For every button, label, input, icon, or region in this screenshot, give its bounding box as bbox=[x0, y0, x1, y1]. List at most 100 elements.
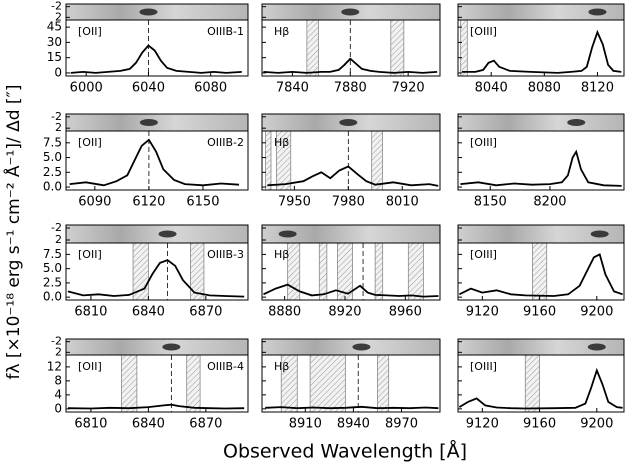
spectrum-2d bbox=[458, 114, 624, 131]
line-label: [OIII] bbox=[470, 25, 497, 38]
y-tick-label: 0 bbox=[54, 65, 62, 79]
x-tick-label: 9160 bbox=[523, 417, 556, 432]
spectrum-line bbox=[67, 403, 245, 410]
plot-frame bbox=[261, 19, 441, 77]
x-tick-label: 6040 bbox=[132, 81, 165, 96]
x-axis-label: Observed Wavelength [Å] bbox=[223, 440, 467, 463]
y-tick-label: 5.0 bbox=[43, 261, 62, 275]
y-tick-label: 2.5 bbox=[43, 275, 62, 289]
masked-region bbox=[390, 19, 405, 77]
plot-frame bbox=[261, 130, 441, 191]
spectrum-line bbox=[263, 283, 439, 298]
x-tick-label: 6080 bbox=[194, 81, 227, 96]
plot-frame bbox=[65, 354, 249, 413]
x-tick-label: 8970 bbox=[385, 417, 418, 432]
x-tick-label: 8040 bbox=[475, 81, 508, 96]
x-tick-label: 7920 bbox=[392, 81, 425, 96]
strip-tick-label: -2 bbox=[51, 335, 62, 348]
emission-blob bbox=[278, 230, 297, 238]
line-label: Hβ bbox=[274, 136, 289, 149]
x-tick-label: 8880 bbox=[268, 305, 301, 320]
y-tick-label: 7.5 bbox=[43, 135, 62, 149]
masked-region bbox=[377, 354, 390, 413]
x-tick-label: 8920 bbox=[328, 305, 361, 320]
x-tick-label: 6870 bbox=[189, 417, 222, 432]
masked-region bbox=[371, 130, 383, 191]
x-tick-label: 6120 bbox=[132, 195, 165, 210]
y-tick-label: 45 bbox=[47, 20, 62, 34]
spectrum-line bbox=[67, 259, 245, 298]
x-tick-label: 8940 bbox=[337, 417, 370, 432]
object-label: OIIIB-1 bbox=[207, 25, 244, 38]
strip-tick-label: -2 bbox=[51, 110, 62, 123]
strip-tick-label: 2 bbox=[55, 121, 62, 134]
x-tick-label: 8910 bbox=[289, 417, 322, 432]
x-tick-label: 9120 bbox=[466, 417, 499, 432]
x-tick-label: 9120 bbox=[466, 305, 499, 320]
masked-region bbox=[407, 242, 424, 301]
y-tick-label: 8 bbox=[54, 373, 62, 387]
masked-region bbox=[309, 354, 346, 413]
spectrum-line bbox=[458, 367, 623, 410]
strip-tick-label: 2 bbox=[55, 233, 62, 246]
strip-tick-label: 2 bbox=[55, 345, 62, 358]
x-tick-label: 9200 bbox=[580, 305, 613, 320]
spectrum-line bbox=[459, 253, 623, 297]
plot-frame bbox=[65, 130, 249, 191]
y-tick-label: 0.0 bbox=[43, 180, 62, 194]
y-tick-label: 5.0 bbox=[43, 150, 62, 164]
strip-tick-label: -2 bbox=[51, 0, 62, 13]
x-tick-label: 8120 bbox=[581, 81, 614, 96]
spectrum-2d bbox=[66, 225, 248, 243]
masked-region bbox=[265, 130, 272, 191]
y-tick-label: 7.5 bbox=[43, 247, 62, 261]
strip-tick-label: -2 bbox=[51, 221, 62, 234]
y-axis-label: fλ [×10⁻¹⁸ erg s⁻¹ cm⁻² Å⁻¹]/ Δd [″] bbox=[2, 84, 24, 379]
emission-blob bbox=[590, 230, 609, 238]
line-label: Hβ bbox=[274, 360, 289, 373]
line-label: [OII] bbox=[78, 136, 102, 149]
masked-region bbox=[460, 19, 468, 77]
x-tick-label: 8010 bbox=[386, 195, 419, 210]
masked-region bbox=[121, 354, 138, 413]
spectrum-2d bbox=[458, 4, 624, 20]
spectrum-line bbox=[460, 149, 622, 187]
plot-frame bbox=[457, 242, 625, 301]
emission-blob bbox=[339, 119, 358, 126]
strip-tick-label: 2 bbox=[55, 10, 62, 23]
x-tick-label: 8150 bbox=[474, 195, 507, 210]
object-label: OIIIB-4 bbox=[207, 360, 244, 373]
spectrum-2d bbox=[262, 339, 440, 355]
y-tick-label: 30 bbox=[47, 35, 62, 49]
x-tick-label: 6840 bbox=[132, 305, 165, 320]
masked-region bbox=[287, 242, 301, 301]
masked-region bbox=[532, 242, 548, 301]
spectrum-line bbox=[69, 138, 240, 187]
x-tick-label: 6000 bbox=[70, 81, 103, 96]
line-label: [OIII] bbox=[470, 360, 497, 373]
emission-blob bbox=[567, 119, 586, 126]
emission-blob bbox=[341, 8, 360, 16]
plot-frame bbox=[457, 19, 625, 77]
x-tick-label: 6150 bbox=[186, 195, 219, 210]
spectrum-2d bbox=[458, 339, 624, 355]
masked-region bbox=[306, 19, 319, 77]
spectrum-line bbox=[267, 165, 439, 187]
x-tick-label: 6870 bbox=[189, 305, 222, 320]
spectrum-line bbox=[70, 44, 242, 74]
y-tick-label: 0.0 bbox=[43, 290, 62, 304]
x-tick-label: 8080 bbox=[528, 81, 561, 96]
x-tick-label: 8200 bbox=[533, 195, 566, 210]
line-label: [OIII] bbox=[470, 136, 497, 149]
x-tick-label: 7980 bbox=[332, 195, 365, 210]
masked-region bbox=[186, 354, 201, 413]
spectrum-2d bbox=[66, 339, 248, 355]
x-tick-label: 6810 bbox=[74, 417, 107, 432]
masked-region bbox=[524, 354, 540, 413]
object-label: OIIIB-2 bbox=[207, 136, 244, 149]
emission-blob bbox=[162, 343, 181, 351]
line-label: [OIII] bbox=[470, 248, 497, 261]
plot-frame bbox=[457, 354, 625, 413]
x-tick-label: 6810 bbox=[74, 305, 107, 320]
plot-frame bbox=[261, 242, 441, 301]
